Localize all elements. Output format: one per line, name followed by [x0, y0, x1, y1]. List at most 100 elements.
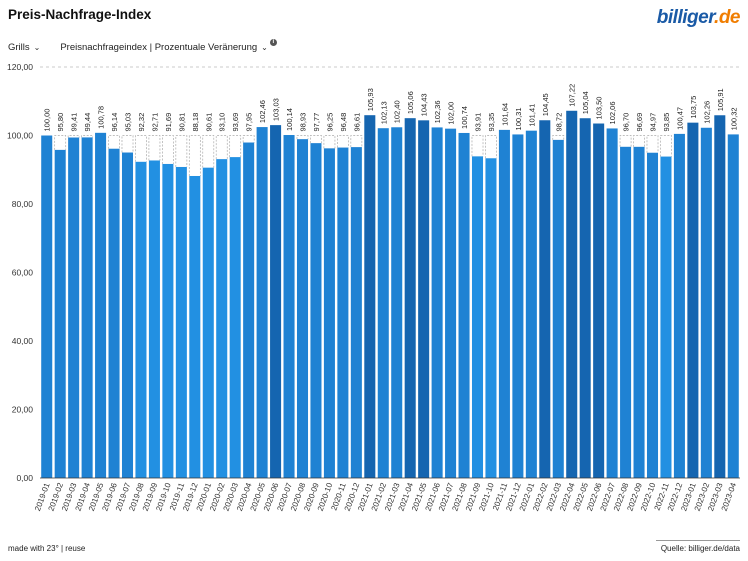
bar[interactable] — [714, 115, 726, 479]
bar[interactable] — [620, 146, 632, 479]
value-label: 96,25 — [325, 113, 334, 132]
footer-credit[interactable]: made with 23° | reuse — [8, 544, 86, 553]
bar[interactable] — [391, 127, 403, 478]
bar[interactable] — [41, 135, 53, 479]
bar[interactable] — [337, 147, 349, 478]
bar[interactable] — [566, 110, 578, 479]
bar[interactable] — [606, 128, 618, 478]
bar[interactable] — [445, 128, 457, 478]
value-label: 103,50 — [595, 97, 604, 120]
value-label: 93,85 — [662, 113, 671, 132]
value-label: 102,26 — [702, 101, 711, 124]
info-icon[interactable]: i — [269, 39, 277, 46]
bar[interactable] — [660, 156, 672, 478]
y-tick-label: 60,00 — [12, 268, 34, 278]
chart-controls: Grills ⌄ Preisnachfrageindex | Prozentua… — [8, 39, 277, 53]
bar[interactable] — [256, 127, 268, 479]
value-label: 102,13 — [379, 101, 388, 124]
baseline-reference — [121, 135, 134, 153]
value-label: 93,35 — [487, 113, 496, 132]
category-dropdown[interactable]: Grills ⌄ — [8, 42, 40, 53]
value-label: 102,46 — [258, 100, 267, 123]
bar[interactable] — [552, 139, 564, 478]
bar[interactable] — [135, 161, 147, 478]
bar[interactable] — [525, 130, 537, 478]
baseline-reference — [633, 135, 645, 147]
baseline-reference — [108, 135, 120, 149]
bar[interactable] — [283, 135, 295, 478]
bar[interactable] — [323, 148, 335, 478]
bar[interactable] — [81, 137, 93, 478]
bar[interactable] — [512, 134, 524, 479]
page-title: Preis-Nachfrage-Index — [8, 7, 152, 22]
category-dropdown-label: Grills — [8, 42, 30, 53]
bar[interactable] — [270, 125, 282, 478]
bar[interactable] — [310, 143, 322, 478]
baseline-reference — [202, 135, 215, 168]
bar[interactable] — [202, 167, 214, 478]
y-tick-label: 0,00 — [16, 473, 33, 483]
bar[interactable] — [646, 152, 659, 478]
bar[interactable] — [404, 118, 416, 479]
value-label: 88,18 — [191, 113, 200, 132]
bar[interactable] — [189, 175, 201, 478]
value-label: 105,04 — [581, 91, 590, 114]
footer-source[interactable]: Quelle: billiger.de/data — [660, 544, 740, 553]
baseline-reference — [485, 135, 497, 159]
value-label: 92,32 — [137, 113, 146, 132]
bar[interactable] — [148, 160, 160, 478]
value-label: 101,41 — [527, 104, 536, 127]
baseline-reference — [242, 135, 255, 143]
bar[interactable] — [377, 128, 389, 478]
value-label: 95,03 — [124, 113, 133, 132]
bar[interactable] — [418, 120, 430, 479]
value-label: 96,14 — [110, 113, 119, 132]
metric-dropdown[interactable]: Preisnachfrageindex | Prozentuale Veräne… — [60, 42, 268, 53]
chevron-down-icon: ⌄ — [261, 43, 268, 52]
bar[interactable] — [229, 157, 241, 478]
logo-text-main: billiger — [656, 7, 715, 28]
value-label: 96,48 — [339, 113, 348, 132]
value-label: 97,77 — [312, 113, 321, 132]
bar[interactable] — [727, 134, 739, 479]
value-label: 102,40 — [393, 100, 402, 123]
chevron-down-icon: ⌄ — [33, 43, 41, 52]
bar[interactable] — [700, 127, 712, 479]
bar[interactable] — [175, 166, 187, 478]
value-label: 98,72 — [554, 113, 563, 132]
bar[interactable] — [162, 163, 174, 479]
bar[interactable] — [593, 123, 605, 478]
baseline-reference — [337, 135, 349, 148]
bar[interactable] — [121, 152, 134, 478]
bar[interactable] — [471, 156, 484, 478]
bar[interactable] — [243, 142, 255, 479]
bar[interactable] — [296, 139, 309, 479]
bar[interactable] — [350, 147, 362, 478]
value-label: 92,71 — [150, 113, 159, 132]
bar[interactable] — [108, 148, 120, 478]
bar[interactable] — [687, 122, 699, 478]
bar[interactable] — [68, 137, 80, 478]
baseline-reference — [67, 135, 80, 138]
bar[interactable] — [539, 120, 551, 478]
bar[interactable] — [216, 159, 228, 478]
bar[interactable] — [431, 127, 443, 479]
bar[interactable] — [458, 132, 470, 478]
value-label: 100,47 — [675, 107, 684, 130]
bar[interactable] — [54, 149, 66, 478]
bar[interactable] — [579, 118, 591, 478]
bar[interactable] — [485, 158, 497, 478]
baseline-reference — [660, 135, 672, 157]
baseline-reference — [471, 135, 484, 157]
billiger-logo[interactable]: billiger.de — [656, 7, 741, 29]
value-label: 103,75 — [689, 96, 698, 119]
y-tick-label: 40,00 — [12, 336, 34, 346]
bar[interactable] — [633, 146, 645, 479]
baseline-reference — [619, 135, 632, 147]
bar[interactable] — [498, 129, 510, 478]
value-label: 93,69 — [231, 113, 240, 132]
value-label: 97,95 — [245, 113, 254, 132]
bar[interactable] — [95, 132, 107, 479]
bar[interactable] — [673, 133, 685, 478]
bar[interactable] — [364, 115, 376, 478]
